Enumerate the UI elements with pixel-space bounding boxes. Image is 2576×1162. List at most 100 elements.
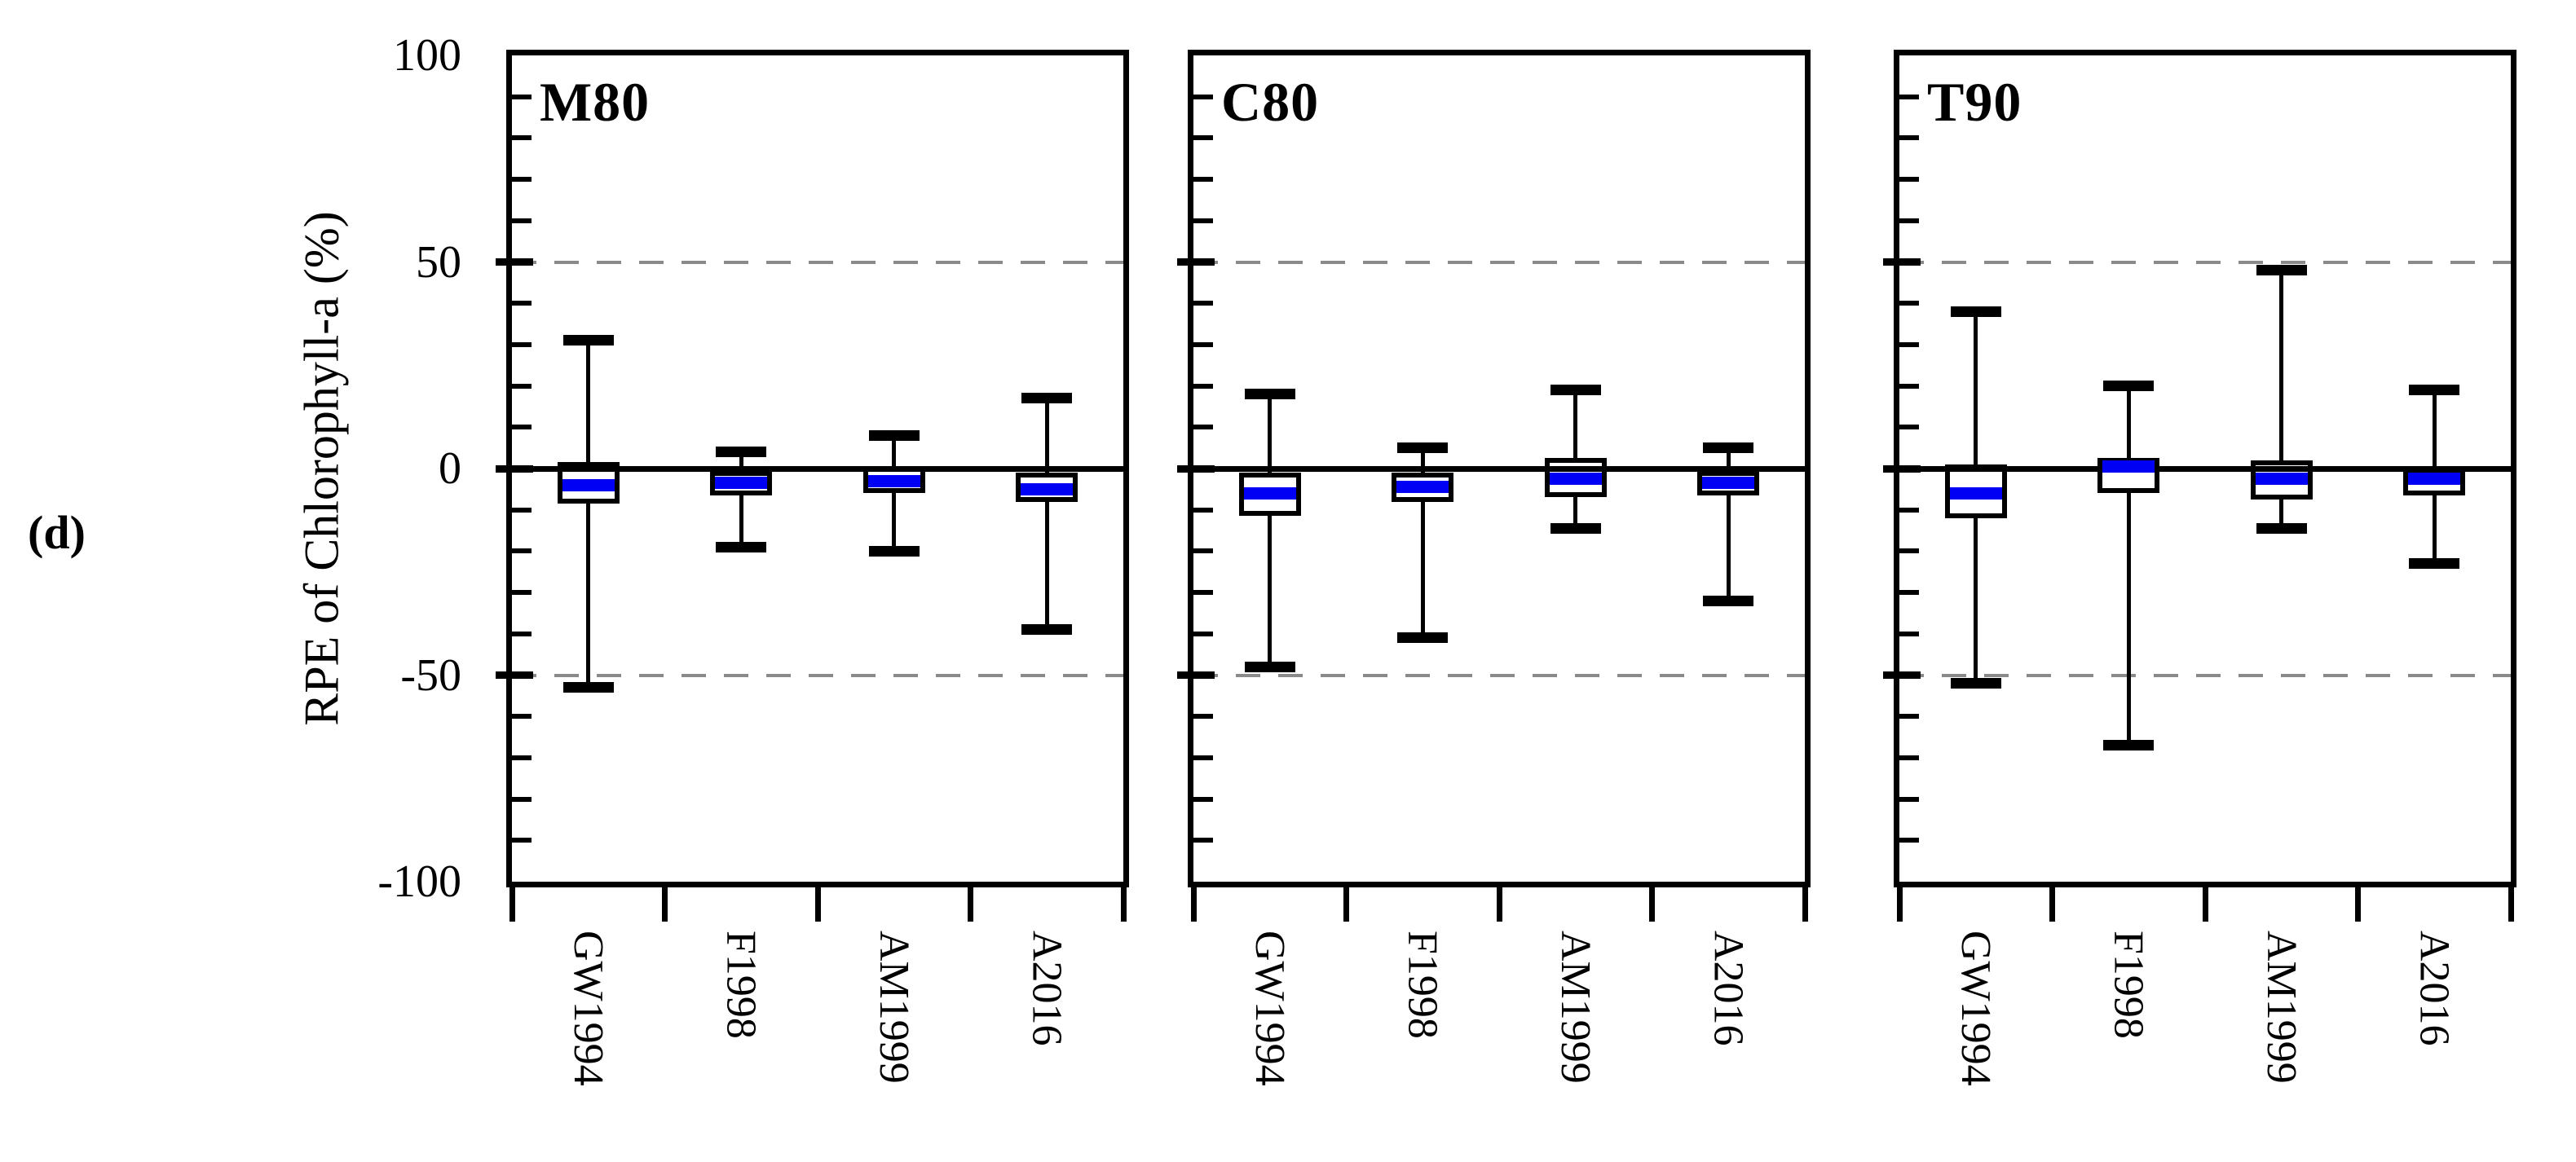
- whisker-cap-low-t90-a2016: [2409, 558, 2460, 570]
- median-c80-a2016: [1702, 477, 1755, 490]
- y-minor-tick--40: [1899, 631, 1919, 636]
- whisker-cap-high-t90-gw1994: [1950, 306, 2001, 317]
- median-t90-f1998: [2102, 460, 2155, 473]
- x-tick-3: [968, 882, 973, 922]
- y-minor-tick-30: [512, 341, 532, 347]
- x-tick-3: [2355, 882, 2361, 922]
- whisker-cap-low-c80-gw1994: [1244, 661, 1295, 672]
- median-m80-am1999: [867, 474, 920, 487]
- median-m80-gw1994: [562, 478, 615, 491]
- whisker-m80-f1998: [739, 451, 743, 548]
- whisker-cap-high-t90-am1999: [2256, 265, 2307, 276]
- y-minor-tick--80: [512, 796, 532, 802]
- panel-title-c80: C80: [1221, 71, 1320, 133]
- category-label-f1998: F1998: [1399, 931, 1446, 1039]
- panel-c80: C80 GW1994 F1998 AM1999 A2016: [1177, 50, 1811, 1086]
- x-tick-0: [1896, 882, 1903, 922]
- median-c80-gw1994: [1243, 486, 1296, 500]
- y-minor-tick-90: [1899, 94, 1919, 99]
- y-minor-tick-10: [512, 425, 532, 430]
- y-minor-tick-10: [1193, 425, 1213, 430]
- y-minor-tick--80: [1899, 796, 1919, 802]
- whisker-cap-low-m80-a2016: [1021, 624, 1073, 636]
- panel-title-t90: T90: [1927, 71, 2022, 133]
- whisker-cap-high-t90-a2016: [2409, 385, 2460, 396]
- category-label-gw1994: GW1994: [564, 931, 611, 1086]
- y-minor-tick--40: [1193, 631, 1213, 636]
- median-t90-gw1994: [1949, 486, 2002, 500]
- y-minor-tick--10: [512, 507, 532, 513]
- y-minor-tick--90: [1899, 838, 1919, 843]
- whisker-m80-gw1994: [586, 340, 591, 688]
- zero-line: [1193, 465, 1805, 472]
- y-minor-tick-20: [1899, 383, 1919, 389]
- median-t90-a2016: [2408, 473, 2461, 486]
- whisker-t90-f1998: [2126, 385, 2131, 746]
- ref-line-plus50: [1193, 260, 1805, 264]
- y-minor-tick-90: [1193, 94, 1213, 99]
- y-minor-tick--10: [1193, 507, 1213, 513]
- category-label-f1998: F1998: [717, 931, 765, 1039]
- y-minor-tick--20: [1899, 548, 1919, 554]
- whisker-cap-low-c80-am1999: [1550, 523, 1601, 534]
- median-m80-a2016: [1021, 482, 1074, 495]
- ref-line-minus50: [1899, 673, 2511, 677]
- x-tick-1: [2049, 882, 2055, 922]
- whisker-cap-low-m80-f1998: [716, 541, 767, 552]
- y-minor-tick-30: [1899, 341, 1919, 347]
- y-minor-tick-90: [512, 94, 532, 99]
- whisker-cap-high-m80-a2016: [1021, 393, 1073, 404]
- whisker-cap-low-c80-f1998: [1397, 632, 1449, 644]
- y-minor-tick--60: [512, 714, 532, 720]
- y-minor-tick--70: [1193, 755, 1213, 760]
- y-minor-tick-20: [512, 383, 532, 389]
- y-major-tick-50: [496, 258, 533, 266]
- whisker-t90-am1999: [2279, 270, 2284, 529]
- x-tick-4: [1802, 882, 1808, 922]
- whisker-cap-high-m80-f1998: [716, 447, 767, 458]
- zero-line: [512, 465, 1123, 472]
- category-label-am1999: AM1999: [870, 931, 917, 1084]
- y-minor-tick-40: [1193, 301, 1213, 306]
- whisker-cap-high-c80-am1999: [1550, 385, 1601, 396]
- whisker-m80-am1999: [892, 435, 897, 552]
- ref-line-plus50: [1899, 260, 2511, 264]
- y-minor-tick-80: [1193, 135, 1213, 141]
- y-minor-tick--40: [512, 631, 532, 636]
- panel-m80: M80 GW1994 F1998 AM1999 A2016: [496, 50, 1129, 1086]
- y-minor-tick--90: [512, 838, 532, 843]
- y-minor-tick-60: [1899, 218, 1919, 223]
- x-tick-4: [2508, 882, 2514, 922]
- whisker-c80-a2016: [1726, 447, 1731, 601]
- y-minor-tick--90: [1193, 838, 1213, 843]
- category-label-am1999: AM1999: [1551, 931, 1599, 1084]
- y-major-tick-0: [496, 464, 533, 473]
- y-major-tick-50: [1883, 258, 1921, 266]
- median-m80-f1998: [715, 477, 768, 490]
- y-minor-tick-20: [1193, 383, 1213, 389]
- whisker-cap-high-m80-gw1994: [562, 335, 614, 346]
- whisker-cap-low-t90-am1999: [2256, 523, 2307, 534]
- x-tick-0: [1190, 882, 1197, 922]
- x-tick-0: [509, 882, 515, 922]
- category-label-a2016: A2016: [1023, 931, 1070, 1046]
- y-minor-tick-70: [512, 177, 532, 183]
- y-minor-tick--20: [1193, 548, 1213, 554]
- y-minor-tick-70: [1899, 177, 1919, 183]
- x-tick-1: [662, 882, 668, 922]
- y-minor-tick-70: [1193, 177, 1213, 183]
- category-label-gw1994: GW1994: [1952, 931, 1999, 1086]
- ref-line-plus50: [512, 260, 1123, 264]
- y-tick-label-100: 100: [393, 30, 461, 81]
- y-minor-tick--30: [512, 590, 532, 596]
- whisker-cap-low-t90-gw1994: [1950, 678, 2001, 689]
- category-label-a2016: A2016: [2411, 931, 2458, 1046]
- y-minor-tick--60: [1899, 714, 1919, 720]
- y-major-tick--50: [496, 671, 533, 679]
- y-minor-tick-60: [1193, 218, 1213, 223]
- whisker-c80-gw1994: [1268, 394, 1273, 667]
- ref-line-minus50: [1193, 673, 1805, 677]
- y-major-tick-0: [1883, 464, 1921, 473]
- panel-t90: T90 GW1994 F1998 AM1999 A2016: [1883, 50, 2516, 1086]
